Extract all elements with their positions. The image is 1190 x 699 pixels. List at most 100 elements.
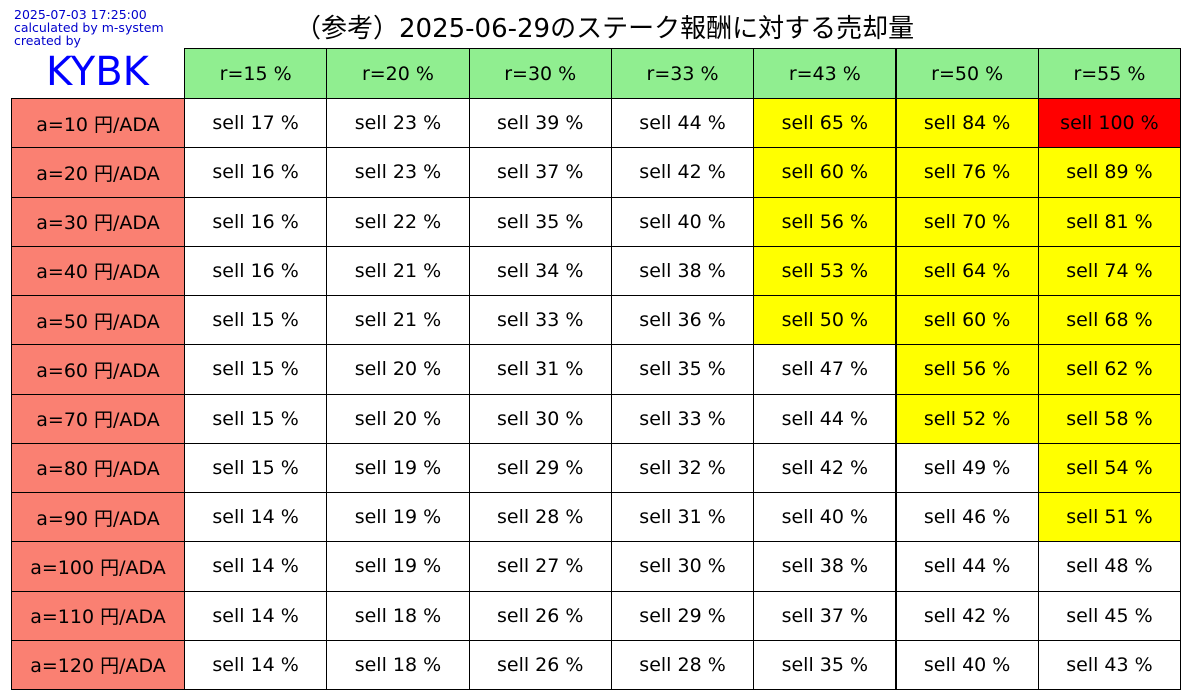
table-cell: sell 42 % [895,590,1039,641]
table-cell: sell 35 % [753,639,897,690]
table-cell: sell 16 % [184,147,328,198]
table-cell: sell 20 % [326,344,470,395]
table-cell: sell 100 % [1037,98,1182,149]
table-cell: sell 51 % [1037,492,1182,543]
table-cell: sell 23 % [326,147,470,198]
table-cell: sell 76 % [895,147,1039,198]
created-by: created by [14,33,81,48]
brand-logo: KYBK [46,49,149,95]
table-cell: sell 37 % [468,147,612,198]
table-cell: sell 14 % [184,541,328,592]
table-cell: sell 39 % [468,98,612,149]
table-cell: sell 84 % [895,98,1039,149]
page-title: （参考）2025-06-29のステーク報酬に対する売却量 [295,14,915,44]
table-cell: sell 44 % [610,98,755,149]
table-cell: sell 38 % [753,541,897,592]
row-header: a=50 円/ADA [11,295,185,346]
table-cell: sell 19 % [326,492,470,543]
table-cell: sell 15 % [184,295,328,346]
table-cell: sell 58 % [1037,393,1182,444]
table-cell: sell 33 % [610,393,755,444]
table-cell: sell 15 % [184,442,328,493]
table-cell: sell 17 % [184,98,328,149]
table-cell: sell 42 % [610,147,755,198]
row-header: a=40 円/ADA [11,245,185,296]
table-cell: sell 35 % [610,344,755,395]
table-cell: sell 19 % [326,541,470,592]
table-cell: sell 81 % [1037,196,1182,247]
table-cell: sell 68 % [1037,295,1182,346]
table-cell: sell 54 % [1037,442,1182,493]
table-cell: sell 21 % [326,295,470,346]
row-header: a=100 円/ADA [11,541,185,592]
column-header: r=50 % [895,48,1039,99]
table-cell: sell 30 % [610,541,755,592]
table-cell: sell 14 % [184,590,328,641]
row-header: a=70 円/ADA [11,393,185,444]
table-cell: sell 56 % [895,344,1039,395]
table-cell: sell 46 % [895,492,1039,543]
table-cell: sell 52 % [895,393,1039,444]
row-header: a=110 円/ADA [11,590,185,641]
table-cell: sell 47 % [753,344,897,395]
table-cell: sell 40 % [895,639,1039,690]
table-cell: sell 20 % [326,393,470,444]
table-cell: sell 18 % [326,590,470,641]
row-header: a=20 円/ADA [11,147,185,198]
table-cell: sell 26 % [468,590,612,641]
table-cell: sell 21 % [326,245,470,296]
table-cell: sell 28 % [468,492,612,543]
table-cell: sell 60 % [753,147,897,198]
table-cell: sell 45 % [1037,590,1182,641]
timestamp: 2025-07-03 17:25:00 [14,7,147,22]
table-cell: sell 65 % [753,98,897,149]
table-cell: sell 49 % [895,442,1039,493]
table-cell: sell 42 % [753,442,897,493]
table-cell: sell 56 % [753,196,897,247]
column-header: r=43 % [753,48,897,99]
table-cell: sell 23 % [326,98,470,149]
table-cell: sell 34 % [468,245,612,296]
table-cell: sell 35 % [468,196,612,247]
table-cell: sell 27 % [468,541,612,592]
row-header: a=90 円/ADA [11,492,185,543]
table-cell: sell 64 % [895,245,1039,296]
column-header: r=15 % [184,48,328,99]
table-cell: sell 32 % [610,442,755,493]
table-cell: sell 14 % [184,639,328,690]
table-cell: sell 29 % [610,590,755,641]
table-cell: sell 48 % [1037,541,1182,592]
table-cell: sell 60 % [895,295,1039,346]
row-header: a=80 円/ADA [11,442,185,493]
table-cell: sell 44 % [753,393,897,444]
table-cell: sell 31 % [468,344,612,395]
table-cell: sell 15 % [184,344,328,395]
calculated-by: calculated by m-system [14,20,164,35]
table-cell: sell 15 % [184,393,328,444]
column-header: r=20 % [326,48,470,99]
table-cell: sell 18 % [326,639,470,690]
table-cell: sell 16 % [184,196,328,247]
table-cell: sell 70 % [895,196,1039,247]
table-cell: sell 53 % [753,245,897,296]
column-header: r=33 % [610,48,755,99]
row-header: a=30 円/ADA [11,196,185,247]
table-cell: sell 74 % [1037,245,1182,296]
table-cell: sell 29 % [468,442,612,493]
table-cell: sell 19 % [326,442,470,493]
row-header: a=10 円/ADA [11,98,185,149]
table-cell: sell 62 % [1037,344,1182,395]
table-cell: sell 44 % [895,541,1039,592]
row-header: a=120 円/ADA [11,639,185,690]
table-cell: sell 14 % [184,492,328,543]
table-cell: sell 31 % [610,492,755,543]
column-header: r=30 % [468,48,612,99]
table-cell: sell 28 % [610,639,755,690]
column-header: r=55 % [1037,48,1182,99]
table-cell: sell 40 % [753,492,897,543]
table-cell: sell 37 % [753,590,897,641]
table-cell: sell 30 % [468,393,612,444]
table-cell: sell 43 % [1037,639,1182,690]
table-cell: sell 33 % [468,295,612,346]
